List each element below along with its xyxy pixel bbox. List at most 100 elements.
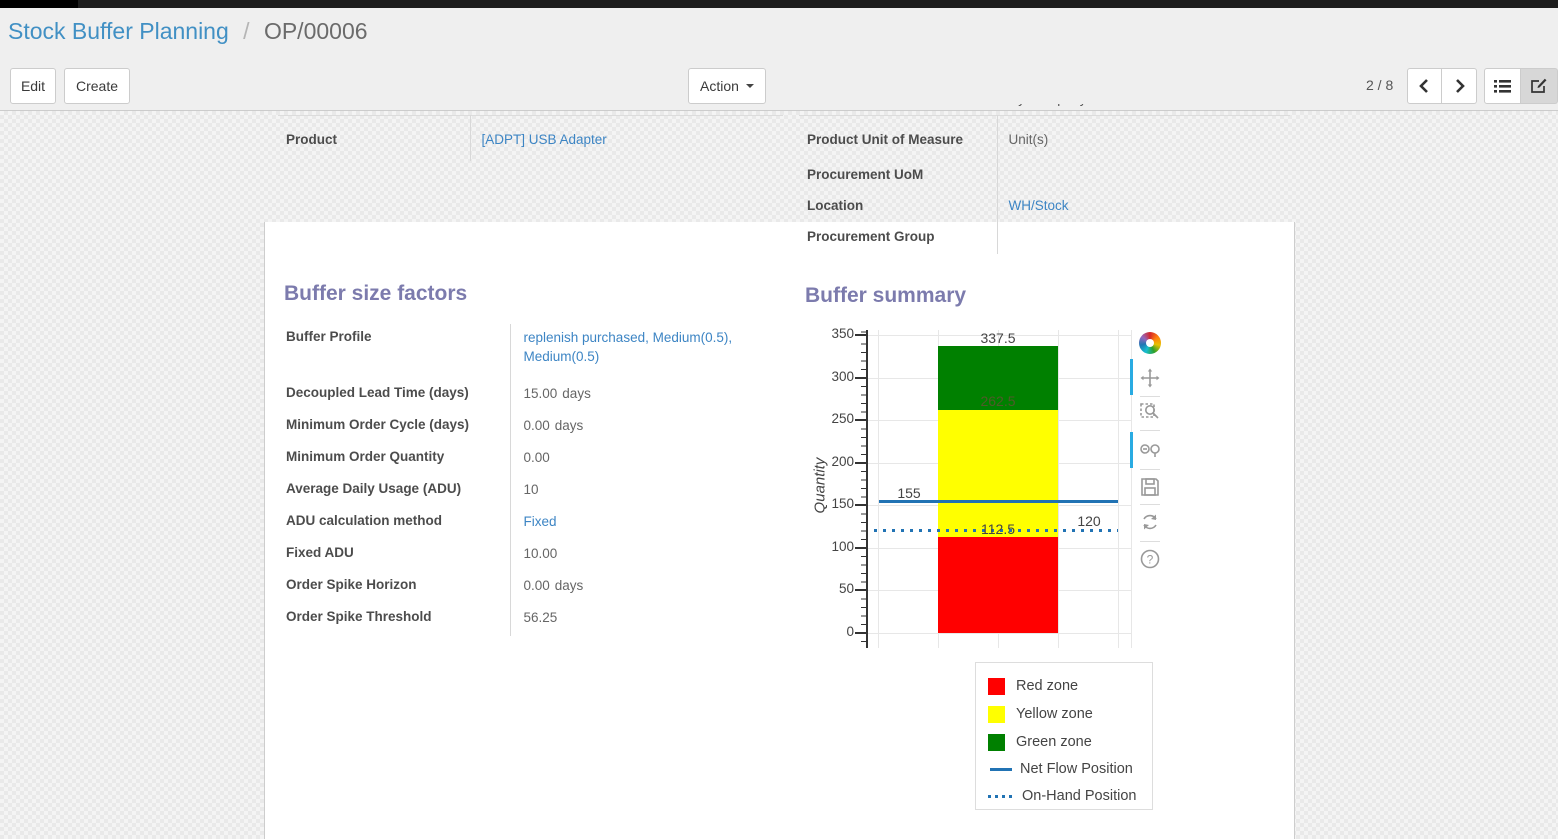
reset-axes-icon[interactable] [1139,511,1161,533]
legend-item-red-zone[interactable]: Red zone [988,676,1078,696]
field-row-location: Location WH/Stock [799,191,1290,223]
field-row-adu: Average Daily Usage (ADU) 10 [278,476,783,508]
field-row-min-order-qty: Minimum Order Quantity 0.00 [278,444,783,476]
legend-item-net-flow[interactable]: Net Flow Position [988,759,1133,779]
legend-item-green-zone[interactable]: Green zone [988,732,1092,752]
logistics-group: Product Unit of Measure Unit(s) Procurem… [799,115,1290,254]
buffer-factors-group: Buffer Profile replenish purchased, Medi… [278,324,783,636]
legend-label: Net Flow Position [1020,761,1133,777]
create-button[interactable]: Create [64,68,130,104]
content-background [0,111,1558,839]
moc-suffix: days [554,418,584,433]
dlt-value: 15.00 [523,386,558,401]
action-label: Action [700,78,739,94]
chevron-left-icon [1419,79,1428,93]
pager-previous-button[interactable] [1407,68,1442,104]
location-link[interactable]: WH/Stock [1008,197,1069,213]
buffer-size-factors-title: Buffer size factors [284,282,468,305]
moc-value-cell: 0.00 days [510,412,783,444]
field-row-adu-method: ADU calculation method Fixed [278,508,783,540]
net-flow-line-swatch-icon [990,767,1012,771]
buffer-summary-title: Buffer summary [805,284,967,307]
company-value: My Company [1007,104,1147,106]
legend-item-on-hand[interactable]: On-Hand Position [988,786,1136,806]
product-label: Product [278,115,471,161]
procurement-group-value [997,223,1290,254]
product-value-cell: [ADPT] USB Adapter [470,116,783,161]
green-zone-bar[interactable] [938,346,1058,410]
product-uom-label: Product Unit of Measure [799,115,998,161]
view-switcher [1484,68,1558,104]
y-tick-200: 200 [831,454,854,469]
y-tick-100: 100 [831,539,854,554]
form-view-button[interactable] [1521,68,1558,104]
red-zone-bar[interactable] [938,537,1058,633]
action-dropdown-button[interactable]: Action [688,68,766,104]
pager-next-button[interactable] [1442,68,1477,104]
procurement-uom-label: Procurement UoM [799,160,998,192]
pan-icon[interactable] [1139,367,1161,389]
field-row-min-order-cycle: Minimum Order Cycle (days) 0.00 days [278,412,783,444]
help-icon[interactable]: ? [1139,548,1161,570]
breadcrumb-parent-link[interactable]: Stock Buffer Planning [8,18,229,44]
product-group: Product [ADPT] USB Adapter [278,115,783,161]
pager-counter: 2 / 8 [1366,77,1394,93]
field-row-procurement-uom: Procurement UoM [799,160,1290,192]
breadcrumb-current: OP/00006 [263,18,368,44]
field-row-product: Product [ADPT] USB Adapter [278,115,783,161]
y-tick-350: 350 [831,326,854,341]
modebar-active-indicator [1130,432,1133,468]
y-tick-250: 250 [831,411,854,426]
product-uom-value: Unit(s) [1008,132,1049,147]
buffer-profile-value-cell: replenish purchased, Medium(0.5), Medium… [510,324,783,380]
edit-button[interactable]: Edit [10,68,56,104]
modebar-active-indicator [1130,359,1133,395]
svg-text:?: ? [1147,553,1154,567]
adu-method-value-cell: Fixed [510,508,783,540]
on-hand-position-line[interactable] [874,529,1118,532]
field-row-fixed-adu: Fixed ADU 10.00 [278,540,783,572]
on-hand-dotted-swatch-icon [988,794,1016,798]
moq-label: Minimum Order Quantity [278,444,511,476]
list-view-button[interactable] [1484,68,1521,104]
legend-label: Red zone [1016,678,1079,694]
field-row-spike-threshold: Order Spike Threshold 56.25 [278,604,783,636]
location-label: Location [799,191,998,223]
annotation-bar-top: 337.5 [980,330,1016,346]
buffer-profile-link[interactable]: replenish purchased, Medium(0.5), Medium… [523,330,733,364]
y-axis-title: Quantity [811,457,829,514]
y-axis-line [866,330,868,648]
y-axis-minor-ticks [861,330,866,648]
net-flow-position-line[interactable] [879,500,1118,503]
zoom-in-out-icon[interactable] [1139,439,1161,461]
caret-down-icon [745,84,754,88]
adu-label: Average Daily Usage (ADU) [278,476,511,508]
y-tick-150: 150 [831,496,854,511]
save-icon[interactable] [1139,476,1161,498]
legend-label: Yellow zone [1016,706,1093,722]
plotly-logo-icon[interactable] [1139,332,1161,354]
field-row-buffer-profile: Buffer Profile replenish purchased, Medi… [278,324,783,380]
y-tick-50: 50 [838,581,854,596]
spike-horizon-suffix: days [554,578,584,593]
list-view-icon [1494,79,1511,93]
legend-item-yellow-zone[interactable]: Yellow zone [988,704,1093,724]
field-row-dlt: Decoupled Lead Time (days) 15.00 days [278,380,783,412]
moq-value: 0.00 [523,450,550,465]
dlt-value-cell: 15.00 days [510,380,783,412]
breadcrumb: Stock Buffer Planning / OP/00006 [8,18,368,45]
red-zone-swatch-icon [988,677,1005,695]
spike-threshold-value: 56.25 [523,610,558,625]
adu-method-link[interactable]: Fixed [523,514,557,529]
chart-plot-area[interactable] [868,330,1132,648]
chart-legend: Red zone Yellow zone Green zone Net Flow… [975,662,1153,810]
dlt-label: Decoupled Lead Time (days) [278,380,511,412]
yellow-zone-bar[interactable] [938,410,1058,537]
box-zoom-icon[interactable] [1139,400,1161,422]
legend-label: On-Hand Position [1022,788,1137,804]
spike-horizon-value-cell: 0.00 days [510,572,783,604]
product-link[interactable]: [ADPT] USB Adapter [481,132,607,147]
annotation-on-hand: 120 [1077,513,1101,529]
procurement-uom-value [997,161,1290,192]
chevron-right-icon [1455,79,1465,93]
